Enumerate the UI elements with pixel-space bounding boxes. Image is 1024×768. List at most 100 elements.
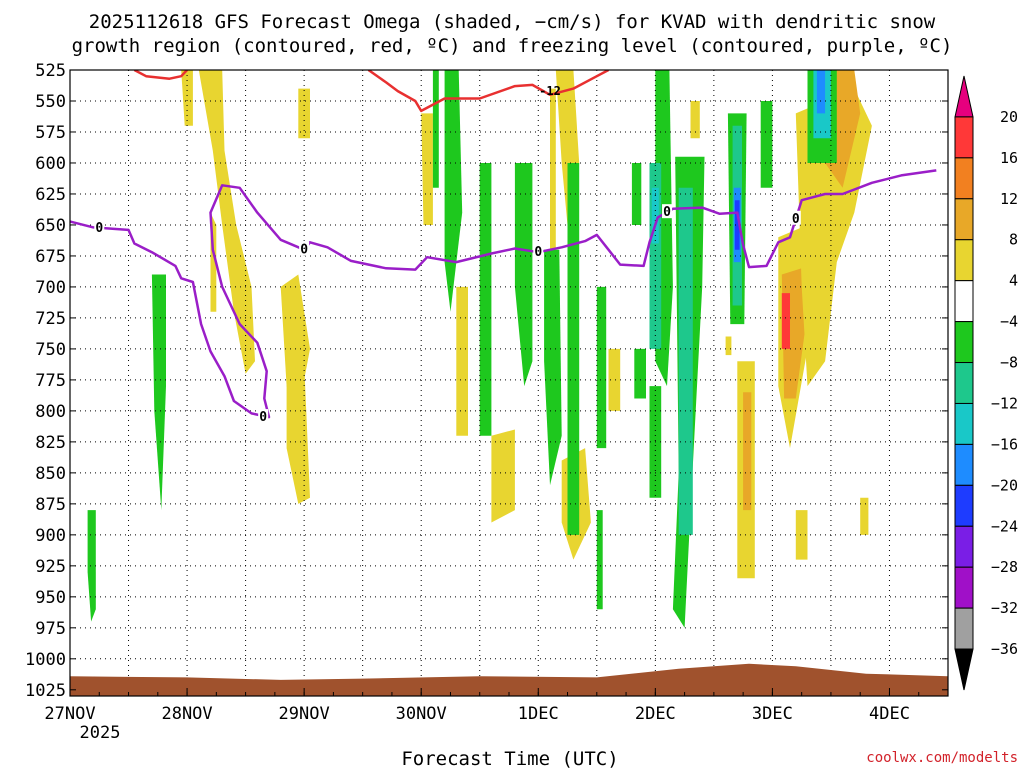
omega-shade-region [567,163,580,535]
colorbar-label: −12 [991,394,1018,412]
y-axis: 525 550 575 600 625 650 675 700 725 750 775 800 825 8… [25,61,948,701]
colorbar-label: 20 [1000,108,1018,126]
omega-shade-region [151,274,166,511]
x-tick-label: 29NOV [279,704,330,724]
omega-shade-region [514,163,533,387]
omega-shade-region [596,286,607,449]
y-tick-label: 725 [35,309,66,329]
credit-text: coolwx.com/modelts [866,750,1018,766]
freezing-level-label: 0 [663,205,671,220]
plot-content: -12 0 0 0 0 0 0 [70,70,948,696]
freezing-level-label-bg [533,244,544,259]
omega-shade-region [795,510,808,560]
dgz-contour-label: -12 [539,84,561,98]
omega-shade-region [608,348,621,411]
x-tick-label: 1DEC [518,704,559,724]
colorbar-label: −20 [991,476,1018,494]
freezing-level-label: 0 [259,410,267,425]
x-axis: 27NOV 28NOV 29NOV 30NOV 1DEC 2DEC 3DEC 4DEC [44,688,949,724]
x-tick-label: 2DEC [635,704,676,724]
omega-shade-region [432,70,439,188]
y-tick-label: 950 [35,588,66,608]
y-tick-label: 1025 [25,681,66,701]
omega-shade-region [760,101,773,188]
x-tick-label: 27NOV [44,704,95,724]
y-tick-label: 975 [35,619,66,639]
y-tick-label: 550 [35,92,66,112]
y-tick-label: 525 [35,61,66,81]
colorbar-label: 16 [1000,149,1018,167]
colorbar-segment [954,566,974,609]
omega-shade-region [456,286,468,436]
y-tick-label: 600 [35,154,66,174]
omega-shade-region [816,70,826,114]
x-tick-label: 28NOV [161,704,212,724]
colorbar-label: −24 [991,517,1018,535]
colorbar-label: −16 [991,435,1018,453]
freezing-level-label: 0 [95,221,103,236]
colorbar-segment [954,75,974,118]
omega-shade-region [479,163,492,436]
omega-shade-region [444,70,463,312]
y-tick-label: 850 [35,464,66,484]
omega-shade-region [550,88,556,287]
freezing-level-label-bg [662,204,673,219]
omega-shade-region [781,293,790,349]
omega-shade-region [690,101,700,139]
y-tick-label: 675 [35,247,66,267]
colorbar-segment [954,443,974,486]
dgz-contour-line [133,70,189,80]
colorbar-label: 12 [1000,190,1018,208]
colorbar-label: −36 [991,640,1018,658]
colorbar-segment [954,362,974,404]
colorbar-segment [954,280,974,323]
y-tick-label: 700 [35,278,66,298]
colorbar-segment [954,607,974,650]
y-tick-label: 750 [35,340,66,360]
omega-shade-region [491,429,515,523]
chart-title: 2025112618 GFS Forecast Omega (shaded, −… [89,11,936,33]
omega-shade-region [743,392,752,511]
freezing-level-label: 0 [534,245,542,260]
omega-shade-region [596,510,603,610]
x-tick-label: 4DEC [869,704,910,724]
omega-shade-region [860,497,869,535]
y-tick-label: 650 [35,216,66,236]
freezing-level-label: 0 [300,243,308,258]
colorbar-label: −8 [1000,354,1018,372]
colorbar-segment [954,321,974,364]
omega-shade-region [421,113,433,225]
colorbar-label: −32 [991,599,1018,617]
omega-shade-region [286,361,310,504]
omega-shade-region [198,70,255,374]
colorbar-segment [954,484,974,527]
colorbar-label: −4 [1000,313,1018,331]
colorbar-segment [954,402,974,445]
dgz-contour-line [367,70,610,113]
omega-shade-region [631,163,642,225]
x-tick-label: 3DEC [752,704,793,724]
y-tick-label: 875 [35,495,66,515]
plot-area: -12 0 0 0 0 0 0 [70,70,948,696]
omega-shade-region [87,510,96,622]
omega-shade-region [298,88,310,139]
freezing-level-label-bg [790,210,801,225]
colorbar-segment [954,648,974,691]
x-tick-label: 30NOV [396,704,447,724]
colorbar-segment [954,525,974,568]
colorbar-label: −28 [991,558,1018,576]
colorbar-segment [954,239,974,282]
freezing-level-line [70,169,937,419]
y-tick-label: 925 [35,557,66,577]
colorbar-segment [954,157,974,200]
omega-shade-region [678,187,693,535]
freezing-level-label-bg [94,219,105,234]
y-tick-label: 900 [35,526,66,546]
surface-terrain [70,663,948,696]
colorbar-segment [954,198,974,241]
colorbar-label: 8 [1009,231,1018,249]
colorbar-label: 4 [1009,272,1018,290]
omega-shade-region [181,70,193,126]
omega-shade-region [544,249,562,486]
